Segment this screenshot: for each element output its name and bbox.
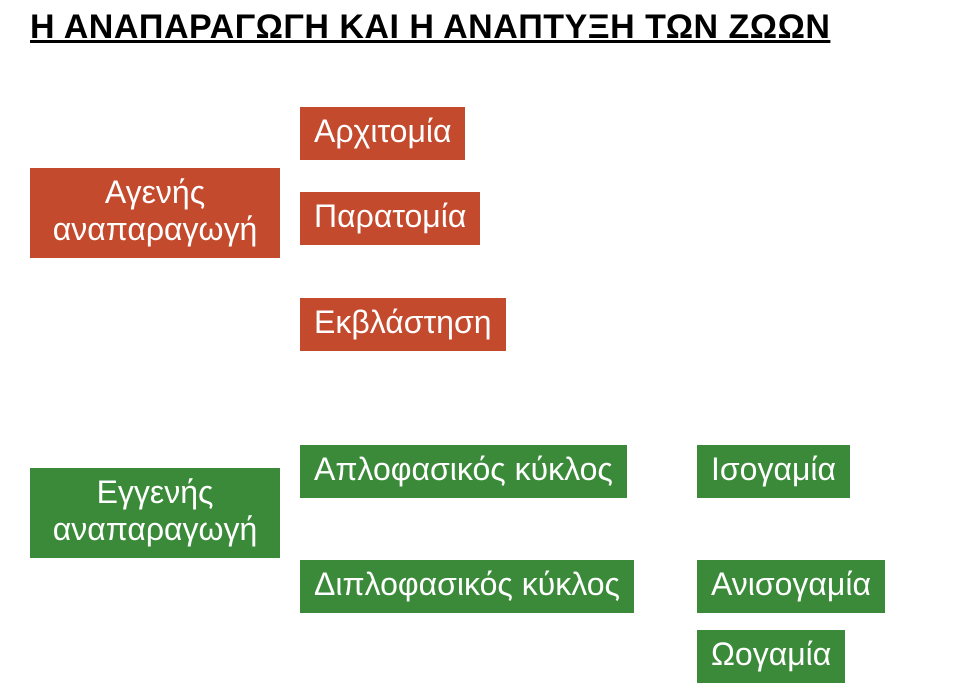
node-isogamia: Ισογαμία <box>697 445 850 498</box>
page-title: Η ΑΝΑΠΑΡΑΓΩΓΗ ΚΑΙ Η ΑΝΑΠΤΥΞΗ ΤΩΝ ΖΩΩΝ <box>30 8 830 47</box>
node-oogamia: Ωογαμία <box>697 630 845 683</box>
node-aplofasikos-kyklos: Απλοφασικός κύκλος <box>300 445 627 498</box>
node-eggenis-anaparagogi: Εγγενής αναπαραγωγή <box>30 468 280 558</box>
node-ekvlastisi: Εκβλάστηση <box>300 298 506 351</box>
node-anisogamia: Ανισογαμία <box>697 560 885 613</box>
node-paratomia: Παρατομία <box>300 192 480 245</box>
node-arxitomia: Αρχιτομία <box>300 107 465 160</box>
node-agenis-anaparagogi: Αγενής αναπαραγωγή <box>30 168 280 258</box>
node-diplofasikos-kyklos: Διπλοφασικός κύκλος <box>300 560 634 613</box>
